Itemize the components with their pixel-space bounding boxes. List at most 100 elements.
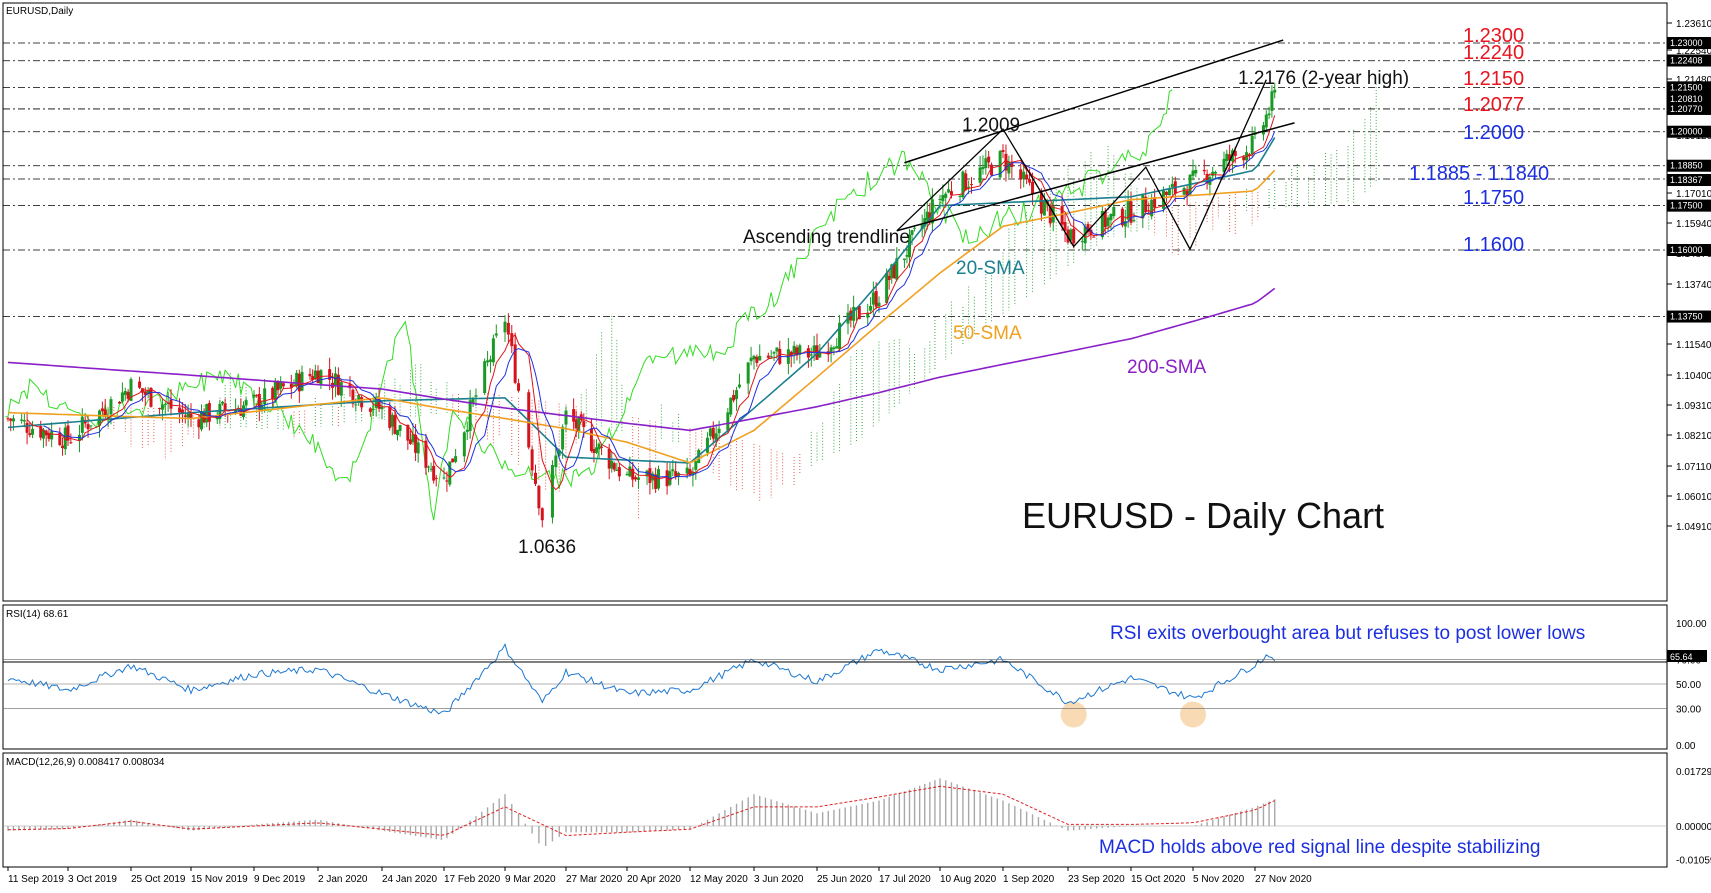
x-tick-label: 12 May 2020 bbox=[690, 874, 748, 885]
x-tick-label: 15 Nov 2019 bbox=[191, 874, 248, 885]
candle-body bbox=[877, 302, 881, 307]
candle-body bbox=[368, 408, 372, 412]
candle-body bbox=[1120, 208, 1124, 226]
candle-body bbox=[766, 355, 770, 358]
candle-body bbox=[273, 382, 277, 399]
candle-body bbox=[374, 396, 378, 408]
candle-body bbox=[1194, 169, 1198, 174]
rsi-note: RSI exits overbought area but refuses to… bbox=[1110, 623, 1585, 644]
candle-body bbox=[961, 171, 965, 198]
candle-body bbox=[58, 432, 62, 446]
candle-body bbox=[1123, 221, 1127, 227]
candle-body bbox=[726, 412, 730, 431]
candle-body bbox=[429, 468, 433, 470]
price-tag bbox=[1667, 199, 1711, 212]
candle-body bbox=[694, 461, 698, 470]
candle-body bbox=[1106, 217, 1110, 227]
candle-body bbox=[947, 189, 951, 193]
candle-body bbox=[944, 193, 948, 198]
candle-body bbox=[1185, 190, 1189, 197]
macd-tick-label: 0.017298 bbox=[1676, 767, 1711, 778]
price-tag bbox=[1667, 174, 1711, 187]
macd-signal-line bbox=[7, 785, 1275, 837]
price-tag-label: 1.18367 bbox=[1670, 175, 1703, 185]
candle-body bbox=[427, 466, 430, 468]
candle-body bbox=[295, 372, 299, 386]
candle-body bbox=[534, 472, 537, 484]
candle-body bbox=[798, 345, 802, 355]
candle-body bbox=[442, 477, 446, 479]
level-label-12077: 1.2077 bbox=[1463, 94, 1524, 116]
candle-body bbox=[1069, 229, 1073, 241]
candle-body bbox=[311, 376, 315, 381]
x-tick-label: 25 Jun 2020 bbox=[817, 874, 872, 885]
candle-body bbox=[393, 415, 397, 434]
candle-body bbox=[380, 406, 384, 410]
candle-body bbox=[938, 199, 942, 201]
candle-body bbox=[775, 347, 779, 352]
candle-body bbox=[1063, 222, 1067, 231]
candle-body bbox=[300, 371, 304, 391]
candle-body bbox=[1129, 201, 1133, 223]
candle-body bbox=[628, 466, 632, 477]
macd-tick-label: 0.000000 bbox=[1676, 822, 1711, 833]
candle-body bbox=[1242, 156, 1246, 161]
candle-body bbox=[434, 477, 438, 479]
candle-body bbox=[1072, 228, 1076, 244]
candle-body bbox=[1261, 125, 1265, 135]
candle-body bbox=[123, 391, 127, 396]
candle-body bbox=[1007, 161, 1011, 174]
candle-body bbox=[180, 409, 184, 413]
candle-body bbox=[465, 429, 469, 432]
label-200-sma: 200-SMA bbox=[1127, 357, 1207, 378]
candle-body bbox=[263, 388, 267, 405]
y-tick-label: 1.13740 bbox=[1676, 280, 1711, 291]
candle-body bbox=[462, 432, 466, 457]
candle-body bbox=[451, 458, 455, 463]
candle-body bbox=[454, 456, 458, 462]
level-label-11600: 1.1600 bbox=[1463, 234, 1524, 256]
candle-body bbox=[970, 184, 973, 186]
candle-body bbox=[106, 416, 110, 419]
rsi-tick-label: 100.00 bbox=[1676, 619, 1707, 630]
candle-body bbox=[1147, 213, 1151, 215]
candle-body bbox=[86, 424, 90, 430]
candle-body bbox=[557, 450, 561, 456]
candle-body bbox=[396, 429, 399, 436]
candle-body bbox=[474, 395, 478, 397]
candle-body bbox=[292, 384, 296, 386]
candle-body bbox=[1132, 220, 1136, 222]
rsi-title: RSI(14) 68.61 bbox=[6, 609, 69, 620]
candle-body bbox=[41, 429, 45, 439]
level-label-11750: 1.1750 bbox=[1463, 187, 1524, 209]
candle-body bbox=[634, 477, 638, 480]
candle-body bbox=[1031, 181, 1035, 195]
rsi-tick-label: 30.00 bbox=[1676, 704, 1701, 715]
candle-body bbox=[234, 409, 238, 414]
candle-body bbox=[63, 427, 67, 450]
candle-body bbox=[61, 445, 65, 449]
candle-body bbox=[697, 449, 701, 464]
candle-body bbox=[411, 434, 415, 443]
candle-body bbox=[486, 360, 490, 363]
candle-body bbox=[964, 173, 968, 191]
candle-body bbox=[755, 356, 759, 363]
y-tick-label: 1.04910 bbox=[1676, 522, 1711, 533]
rsi-highlight-2 bbox=[1180, 701, 1206, 728]
candle-body bbox=[890, 264, 894, 279]
candle-body bbox=[281, 383, 285, 387]
candle-body bbox=[126, 391, 130, 399]
candle-body bbox=[1214, 171, 1218, 174]
candle-body bbox=[1247, 154, 1251, 156]
rsi-panel bbox=[2, 604, 1668, 750]
candle-body bbox=[895, 258, 899, 280]
candle-body bbox=[671, 469, 675, 472]
candle-body bbox=[905, 254, 909, 257]
candle-body bbox=[1048, 205, 1052, 224]
candle-body bbox=[20, 419, 24, 421]
x-tick-label: 11 Sep 2019 bbox=[8, 874, 64, 885]
candle-body bbox=[11, 418, 15, 422]
macd-panel bbox=[2, 752, 1668, 868]
rsi-tick-label: 0.00 bbox=[1676, 741, 1696, 752]
candle-body bbox=[160, 404, 164, 410]
